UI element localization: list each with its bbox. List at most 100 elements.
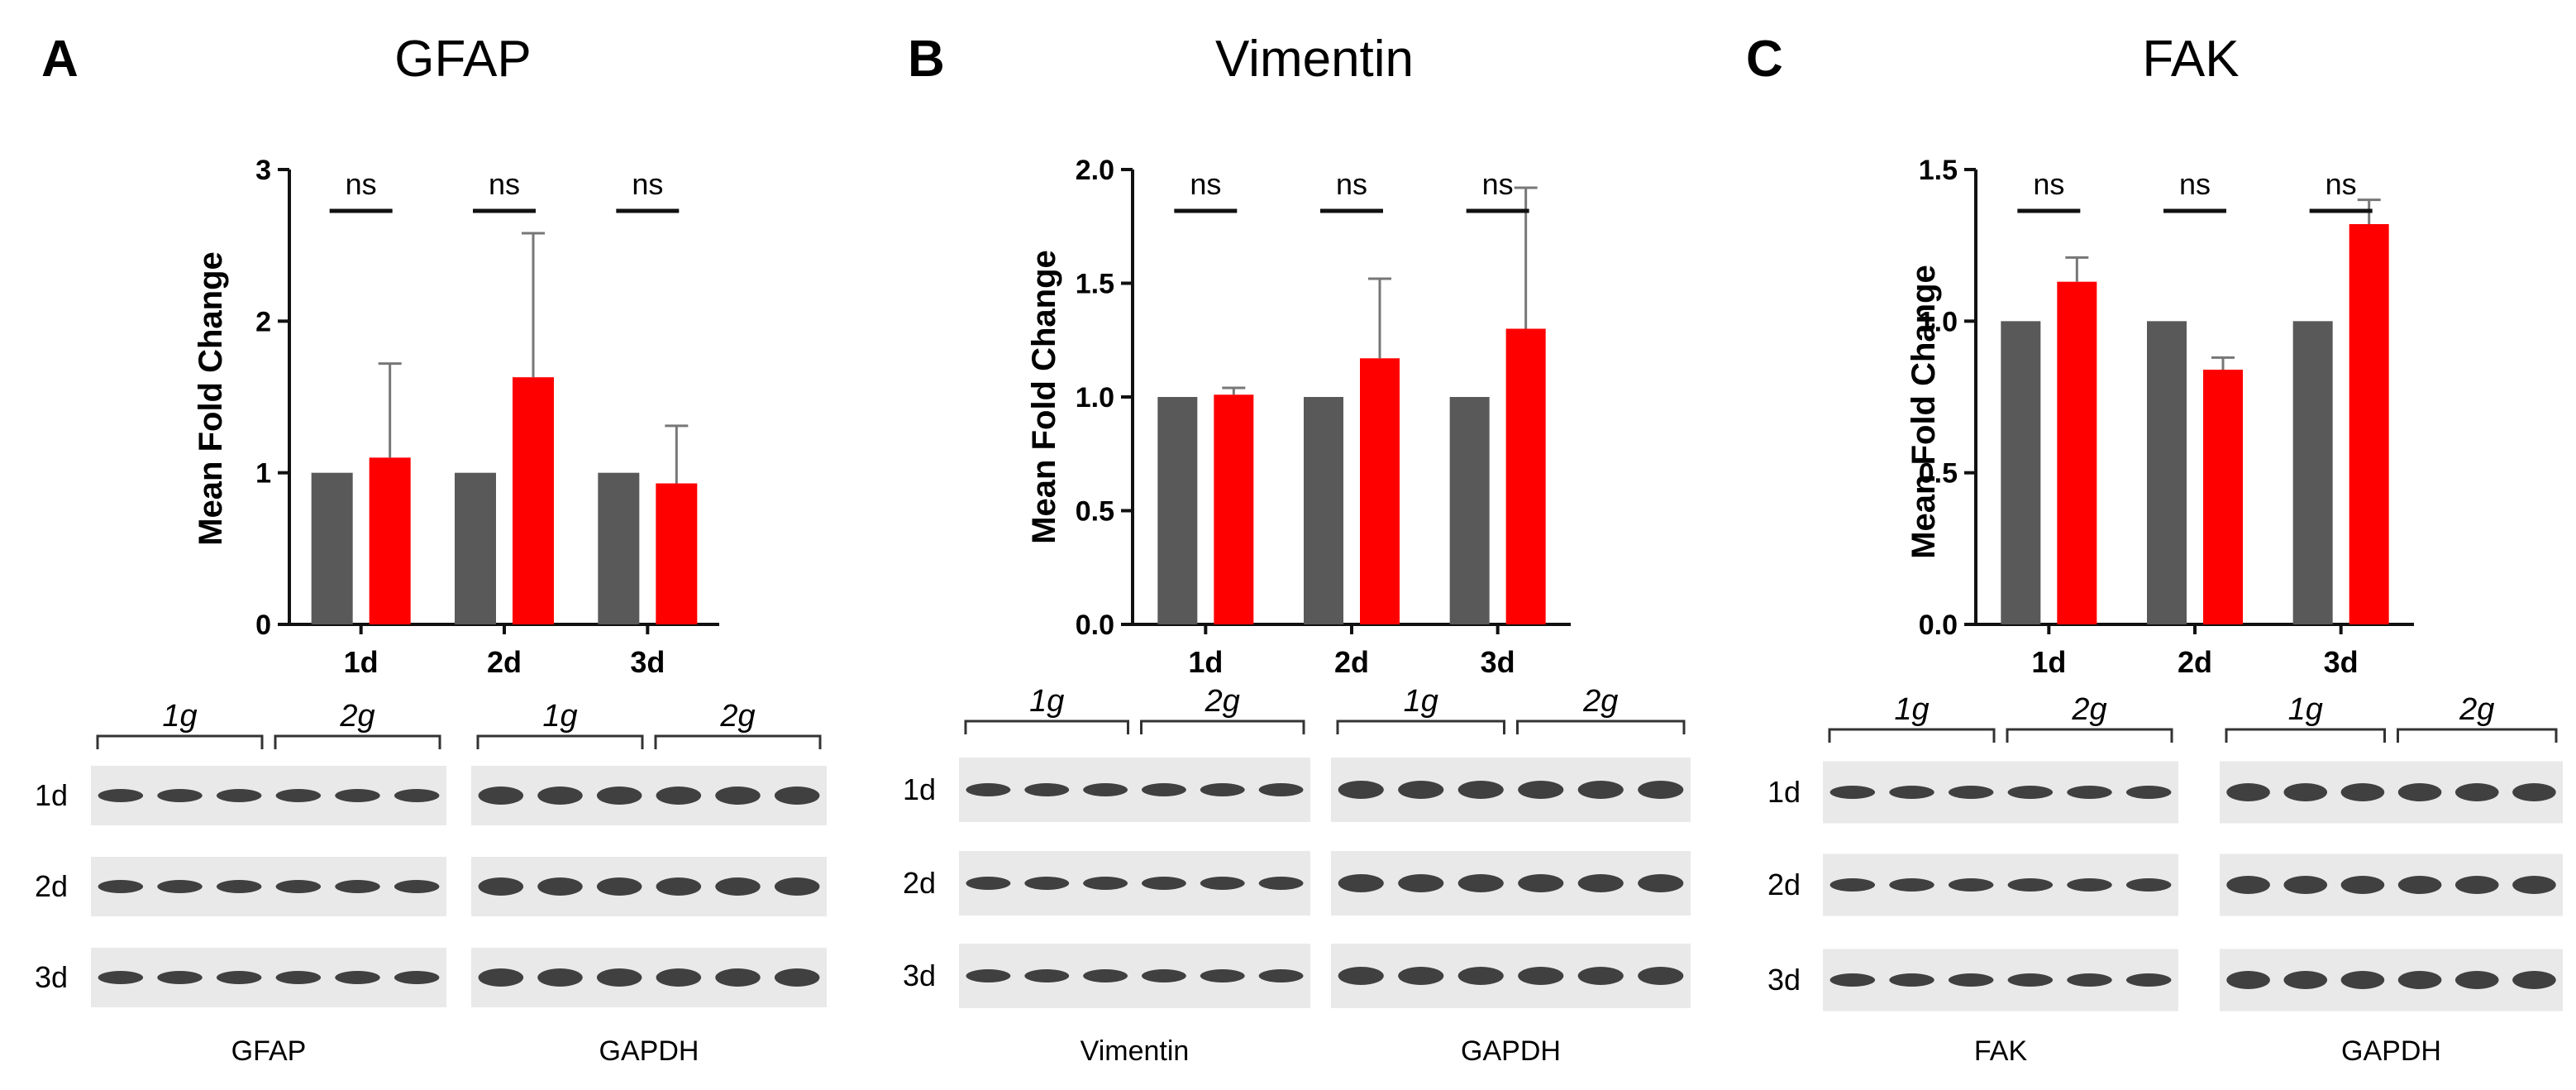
blot-band [1948,878,1994,892]
blot-band [1024,877,1070,890]
blot-row-label: 1d [903,772,936,806]
blot-band [394,880,440,893]
blot-band [715,968,761,987]
blot-band [537,786,583,805]
bar [1449,397,1490,624]
blot-band [1638,967,1684,985]
group-bracket [964,719,1129,734]
blot-band [1638,874,1684,892]
y-axis-label: Mean Fold Change [1026,250,1062,544]
blot-band [2512,971,2556,989]
group-label: 1g [1029,684,1064,719]
blot-band [1577,967,1624,985]
blot-row-label: 3d [903,959,936,992]
y-tick-label: 2.0 [1076,155,1114,186]
blot-strip [1331,851,1691,916]
group-bracket [1828,728,1996,743]
group-label: 2g [1205,684,1240,719]
group-bracket [654,734,822,749]
group-label: 2g [2071,692,2106,727]
blot-strip [91,857,446,916]
bar [598,472,640,624]
blot-band [1142,877,1186,890]
blot-band [1083,969,1128,982]
blot-band [275,880,322,893]
group-bracket [2225,728,2386,743]
bar [1304,397,1343,624]
bar [1214,394,1254,624]
bar [2001,321,2041,624]
blot-band [478,968,524,987]
blot-strip [1823,853,2178,916]
blot-band [98,789,144,802]
blot-band [2007,786,2054,799]
blot-band [1829,786,1876,799]
group-label: 2g [719,699,755,734]
bar [1360,358,1400,624]
bar [1157,397,1198,624]
blot-band [966,877,1011,890]
chart-title: GFAP [394,31,531,88]
blot-strip [91,766,446,825]
blot-band [1889,786,1934,799]
y-tick-label: 3 [255,155,271,186]
x-tick-label: 3d [630,645,665,679]
blot-strip [2220,761,2563,824]
blot-strip [471,766,827,825]
x-tick-label: 3d [2324,645,2359,679]
blot-row-label: 2d [1767,868,1801,901]
blot-band [2283,971,2328,989]
chart-title: FAK [2142,31,2239,88]
blot-band [1889,878,1934,892]
bar [2057,281,2097,624]
blot-band [774,968,820,987]
blot-band [1638,781,1684,799]
blot-band [335,789,380,802]
group-label: 2g [1582,684,1618,719]
bar [369,457,411,624]
blot-band [2125,878,2172,892]
blot-band [1948,786,1994,799]
blot-band [1338,874,1384,892]
blot-band [335,971,380,984]
y-axis-label: Mean Fold Change [1906,265,1942,559]
blot-row-label: 1d [1767,775,1801,809]
significance-label: ns [2179,167,2211,201]
blot-band [2007,973,2054,987]
blot-band [335,880,380,893]
x-tick-label: 2d [1334,645,1369,679]
blot-band [2512,876,2556,894]
blot-band [2340,783,2385,801]
panel-a: A GFAP Mean Fold Change 0 1 2 3 1d ns 2d ns 3d ns… [35,31,827,1067]
bar [513,377,554,624]
blot-band [2340,971,2385,989]
x-tick-label: 1d [1188,645,1223,679]
blot-band [1024,969,1070,982]
blot-band [394,971,440,984]
group-bracket [96,734,264,749]
blot-band [1457,967,1504,985]
significance-label: ns [632,167,663,201]
blot-band [2454,876,2499,894]
blot-strip [959,851,1310,916]
blot-band [2454,783,2499,801]
blot-row-label: 3d [1767,963,1801,997]
blot-band [715,786,761,805]
y-tick-label: 1 [255,458,271,490]
blot-band [2226,783,2270,801]
significance-label: ns [2326,167,2357,201]
blot-band [216,880,262,893]
blot-band [216,971,262,984]
blot-band [1518,874,1564,892]
y-tick-label: 0.0 [1919,610,1958,641]
blot-band [2067,973,2112,987]
blot-band [2007,878,2054,892]
blot-band [98,971,144,984]
blot-band [2512,783,2556,801]
significance-label: ns [489,167,520,201]
blot-band [1829,878,1876,892]
blot-band [1457,874,1504,892]
blot-band [1258,969,1304,982]
significance-label: ns [346,167,377,201]
blot-caption: GAPDH [2341,1035,2441,1067]
